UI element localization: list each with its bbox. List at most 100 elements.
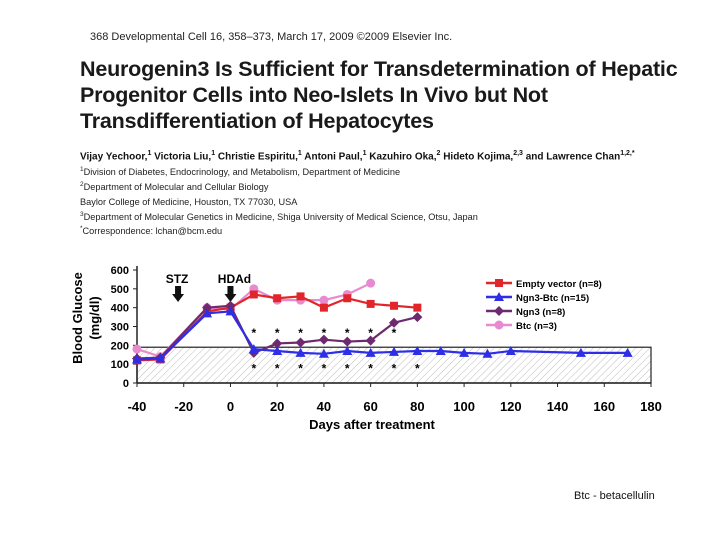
data-point — [343, 294, 352, 303]
y-axis-label: Blood Glucose (mg/dl) — [70, 272, 102, 364]
series-line — [136, 304, 418, 360]
affiliation-text: Department of Molecular Genetics in Medi… — [83, 211, 478, 222]
data-point — [482, 348, 493, 358]
author-affiliation-mark: 1 — [211, 150, 216, 157]
significance-marker: * — [392, 362, 397, 376]
data-point — [295, 337, 306, 348]
legend-entry: Ngn3-Btc (n=15) — [516, 293, 589, 304]
legend-entry: Empty vector (n=8) — [516, 279, 602, 290]
y-tick-label: 600 — [111, 265, 129, 277]
data-point — [155, 353, 166, 363]
x-tick-label: 180 — [640, 399, 662, 414]
author-affiliation-mark: 1 — [362, 150, 367, 157]
author-name: and Lawrence Chan — [525, 151, 621, 163]
data-point — [412, 345, 423, 355]
data-point — [202, 308, 213, 318]
y-axis-label-line: Blood Glucose — [70, 272, 85, 364]
x-tick-label: 160 — [593, 399, 615, 414]
author-name: Kazuhiro Oka, — [369, 151, 437, 163]
data-point — [132, 354, 142, 364]
affiliation-mark: 3 — [80, 210, 84, 218]
data-point — [319, 295, 329, 305]
author-list: Vijay Yechoor,1 Victoria Liu,1 Christie … — [80, 150, 635, 162]
x-axis-label: Days after treatment — [309, 417, 435, 432]
data-point — [319, 303, 328, 312]
significance-marker: * — [415, 362, 420, 376]
author-affiliation-mark: 2,3 — [513, 150, 523, 157]
author-affiliation-mark: 2 — [436, 150, 441, 157]
significance-marker: * — [251, 326, 256, 340]
data-point — [272, 345, 283, 355]
data-point — [389, 317, 399, 328]
x-tick-label: 80 — [410, 399, 424, 414]
affiliation-line: 1Division of Diabetes, Endocrinology, an… — [80, 164, 478, 179]
author-name: Victoria Liu, — [154, 151, 212, 163]
data-point — [272, 338, 283, 349]
figure-caption: Btc - betacellulin — [574, 490, 655, 502]
affiliation-text: Baylor College of Medicine, Houston, TX … — [80, 196, 298, 207]
legend-swatch-marker — [494, 320, 504, 330]
data-point — [249, 290, 258, 299]
significance-marker: * — [298, 326, 303, 340]
y-axis-label-unit: (mg/dl) — [87, 296, 102, 339]
data-point — [318, 334, 329, 345]
data-point — [248, 344, 259, 354]
significance-marker: * — [368, 362, 373, 376]
legend-swatch-marker — [495, 279, 503, 287]
significance-marker: * — [345, 362, 350, 376]
data-point — [412, 312, 423, 323]
x-tick-label: 140 — [547, 399, 569, 414]
x-tick-label: -20 — [174, 399, 193, 414]
y-tick-label: 500 — [111, 284, 129, 296]
data-point — [225, 300, 236, 311]
journal-header: 368 Developmental Cell 16, 358–373, Marc… — [90, 31, 453, 43]
series-line — [136, 310, 628, 361]
significance-marker: * — [368, 326, 373, 340]
data-point — [366, 299, 375, 308]
y-tick-label: 0 — [123, 378, 129, 390]
y-tick-label: 400 — [111, 303, 129, 315]
author-affiliation-mark: 1 — [147, 150, 152, 157]
affiliation-line: 2Department of Molecular and Cellular Bi… — [80, 179, 478, 194]
significance-marker: * — [322, 326, 327, 340]
x-tick-label: 0 — [227, 399, 234, 414]
legend-swatch-marker — [494, 306, 504, 316]
data-point — [389, 346, 399, 356]
x-tick-label: -40 — [128, 399, 147, 414]
treatment-arrow-icon — [172, 286, 185, 302]
y-tick-label: 300 — [111, 322, 129, 334]
data-point — [390, 301, 398, 310]
data-point — [318, 348, 329, 358]
author-name: Hideto Kojima, — [443, 151, 514, 163]
data-point — [575, 347, 586, 357]
affiliation-line: 3Department of Molecular Genetics in Med… — [80, 209, 478, 224]
significance-marker: * — [275, 362, 280, 376]
significance-marker: * — [298, 362, 303, 376]
legend-entry: Ngn3 (n=8) — [516, 307, 565, 318]
x-tick-label: 120 — [500, 399, 522, 414]
significance-marker: * — [392, 326, 397, 340]
author-name: Antoni Paul, — [304, 151, 363, 163]
annotation-label: HDAd — [218, 272, 251, 286]
y-tick-label: 100 — [111, 359, 129, 371]
data-point — [413, 303, 422, 312]
x-tick-label: 100 — [453, 399, 475, 414]
x-tick-label: 40 — [317, 399, 331, 414]
affiliation-mark: 2 — [80, 180, 84, 188]
significance-marker: * — [275, 326, 280, 340]
data-point — [273, 294, 282, 303]
affiliation-line: *Correspondence: lchan@bcm.edu — [80, 223, 478, 238]
data-point — [202, 302, 213, 313]
author-affiliation-mark: 1,2,* — [620, 150, 635, 157]
affiliation-text: Division of Diabetes, Endocrinology, and… — [83, 167, 401, 178]
y-tick-label: 200 — [111, 340, 129, 352]
author-name: Vijay Yechoor, — [80, 151, 148, 163]
author-affiliation-mark: 1 — [297, 150, 302, 157]
data-point — [342, 336, 353, 347]
affiliation-line: Baylor College of Medicine, Houston, TX … — [80, 194, 478, 209]
affiliation-mark: * — [80, 225, 83, 233]
data-point — [505, 345, 516, 355]
significance-marker: * — [345, 326, 350, 340]
data-point — [365, 347, 376, 357]
paper-title: Neurogenin3 Is Sufficient for Transdeter… — [80, 57, 678, 133]
